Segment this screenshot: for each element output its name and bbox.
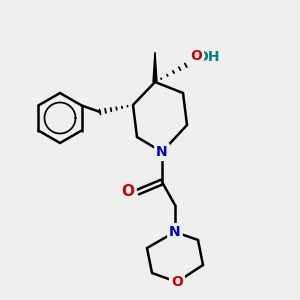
- Text: O: O: [171, 275, 183, 289]
- Text: N: N: [156, 145, 168, 159]
- Polygon shape: [153, 52, 157, 82]
- Text: N: N: [169, 225, 181, 239]
- Text: O: O: [122, 184, 134, 200]
- Text: O: O: [190, 49, 202, 63]
- Text: OH: OH: [196, 50, 220, 64]
